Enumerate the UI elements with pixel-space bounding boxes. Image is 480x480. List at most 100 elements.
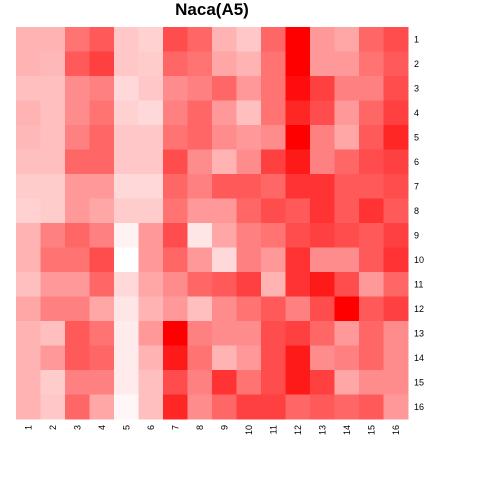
heatmap-cell-r16-c2 [41, 395, 66, 420]
heatmap-cell-r15-c5 [114, 370, 139, 395]
heatmap-cell-r1-c10 [237, 27, 262, 52]
heatmap-cell-r5-c14 [335, 125, 360, 150]
heatmap-cell-r13-c16 [384, 321, 409, 346]
heatmap-cell-r16-c13 [310, 395, 335, 420]
heatmap-cell-r5-c4 [90, 125, 115, 150]
heatmap-cell-r10-c4 [90, 248, 115, 273]
heatmap-cell-r8-c2 [41, 199, 66, 224]
y-tick-label: 6 [414, 157, 419, 167]
heatmap-cell-r3-c13 [310, 76, 335, 101]
heatmap-cell-r3-c4 [90, 76, 115, 101]
heatmap-cell-r16-c10 [237, 395, 262, 420]
heatmap-cell-r3-c8 [188, 76, 213, 101]
heatmap-cell-r9-c2 [41, 223, 66, 248]
heatmap-cell-r7-c2 [41, 174, 66, 199]
heatmap-cell-r13-c11 [261, 321, 286, 346]
y-tick-label: 1 [414, 34, 419, 44]
heatmap-cell-r4-c8 [188, 101, 213, 126]
heatmap-cell-r13-c8 [188, 321, 213, 346]
heatmap-cell-r14-c14 [335, 346, 360, 371]
heatmap-cell-r10-c12 [286, 248, 311, 273]
heatmap-cell-r9-c16 [384, 223, 409, 248]
heatmap-cell-r4-c2 [41, 101, 66, 126]
y-tick-label: 15 [414, 377, 424, 387]
heatmap-cell-r3-c16 [384, 76, 409, 101]
heatmap-cell-r16-c8 [188, 395, 213, 420]
heatmap-cell-r7-c9 [212, 174, 237, 199]
heatmap-cell-r8-c15 [359, 199, 384, 224]
heatmap-cell-r7-c7 [163, 174, 188, 199]
heatmap-cell-r3-c9 [212, 76, 237, 101]
heatmap-cell-r16-c12 [286, 395, 311, 420]
heatmap-cell-r16-c7 [163, 395, 188, 420]
heatmap-cell-r5-c2 [41, 125, 66, 150]
heatmap-cell-r10-c2 [41, 248, 66, 273]
heatmap-cell-r15-c14 [335, 370, 360, 395]
heatmap-cell-r10-c15 [359, 248, 384, 273]
heatmap-cell-r14-c4 [90, 346, 115, 371]
heatmap-cell-r14-c3 [65, 346, 90, 371]
heatmap-cell-r13-c15 [359, 321, 384, 346]
heatmap-cell-r8-c8 [188, 199, 213, 224]
heatmap-cell-r14-c5 [114, 346, 139, 371]
heatmap-cell-r3-c12 [286, 76, 311, 101]
heatmap-cell-r12-c12 [286, 297, 311, 322]
heatmap-cell-r13-c9 [212, 321, 237, 346]
heatmap-cell-r3-c11 [261, 76, 286, 101]
heatmap-cell-r8-c6 [139, 199, 164, 224]
heatmap-cell-r15-c11 [261, 370, 286, 395]
heatmap-cell-r7-c12 [286, 174, 311, 199]
heatmap-cell-r14-c13 [310, 346, 335, 371]
heatmap-cell-r15-c4 [90, 370, 115, 395]
heatmap-cell-r11-c1 [16, 272, 41, 297]
heatmap-cell-r8-c5 [114, 199, 139, 224]
heatmap-cell-r3-c10 [237, 76, 262, 101]
heatmap-cell-r1-c8 [188, 27, 213, 52]
x-tick-label: 2 [48, 425, 58, 430]
heatmap-cell-r15-c8 [188, 370, 213, 395]
heatmap-cell-r6-c5 [114, 150, 139, 175]
heatmap-cell-r14-c15 [359, 346, 384, 371]
heatmap-cell-r10-c8 [188, 248, 213, 273]
heatmap-cell-r12-c9 [212, 297, 237, 322]
x-tick-label: 15 [366, 425, 376, 435]
heatmap-cell-r6-c11 [261, 150, 286, 175]
heatmap-cell-r10-c16 [384, 248, 409, 273]
heatmap-cell-r16-c11 [261, 395, 286, 420]
heatmap-cell-r16-c15 [359, 395, 384, 420]
heatmap-cell-r8-c1 [16, 199, 41, 224]
heatmap-cell-r12-c2 [41, 297, 66, 322]
x-tick-label: 6 [146, 425, 156, 430]
heatmap-cell-r12-c5 [114, 297, 139, 322]
heatmap-cell-r12-c10 [237, 297, 262, 322]
heatmap-cell-r1-c12 [286, 27, 311, 52]
heatmap-cell-r4-c10 [237, 101, 262, 126]
heatmap-cell-r2-c13 [310, 52, 335, 77]
heatmap-cell-r13-c13 [310, 321, 335, 346]
heatmap-cell-r9-c4 [90, 223, 115, 248]
heatmap-cell-r8-c7 [163, 199, 188, 224]
heatmap-cell-r8-c11 [261, 199, 286, 224]
heatmap-cell-r11-c10 [237, 272, 262, 297]
heatmap-cell-r8-c14 [335, 199, 360, 224]
heatmap-cell-r5-c12 [286, 125, 311, 150]
heatmap-cell-r9-c12 [286, 223, 311, 248]
heatmap-cell-r14-c16 [384, 346, 409, 371]
heatmap-cell-r15-c7 [163, 370, 188, 395]
x-tick-label: 8 [195, 425, 205, 430]
x-tick-label: 11 [268, 425, 278, 434]
y-tick-label: 8 [414, 206, 419, 216]
heatmap-cell-r4-c4 [90, 101, 115, 126]
heatmap-cell-r16-c5 [114, 395, 139, 420]
heatmap-cell-r14-c10 [237, 346, 262, 371]
heatmap-cell-r9-c6 [139, 223, 164, 248]
heatmap-cell-r1-c11 [261, 27, 286, 52]
heatmap-cell-r16-c1 [16, 395, 41, 420]
heatmap-cell-r13-c1 [16, 321, 41, 346]
heatmap-cell-r11-c3 [65, 272, 90, 297]
y-tick-label: 2 [414, 59, 419, 69]
heatmap-cell-r13-c5 [114, 321, 139, 346]
heatmap-cell-r2-c11 [261, 52, 286, 77]
heatmap-cell-r5-c15 [359, 125, 384, 150]
heatmap-cell-r8-c3 [65, 199, 90, 224]
